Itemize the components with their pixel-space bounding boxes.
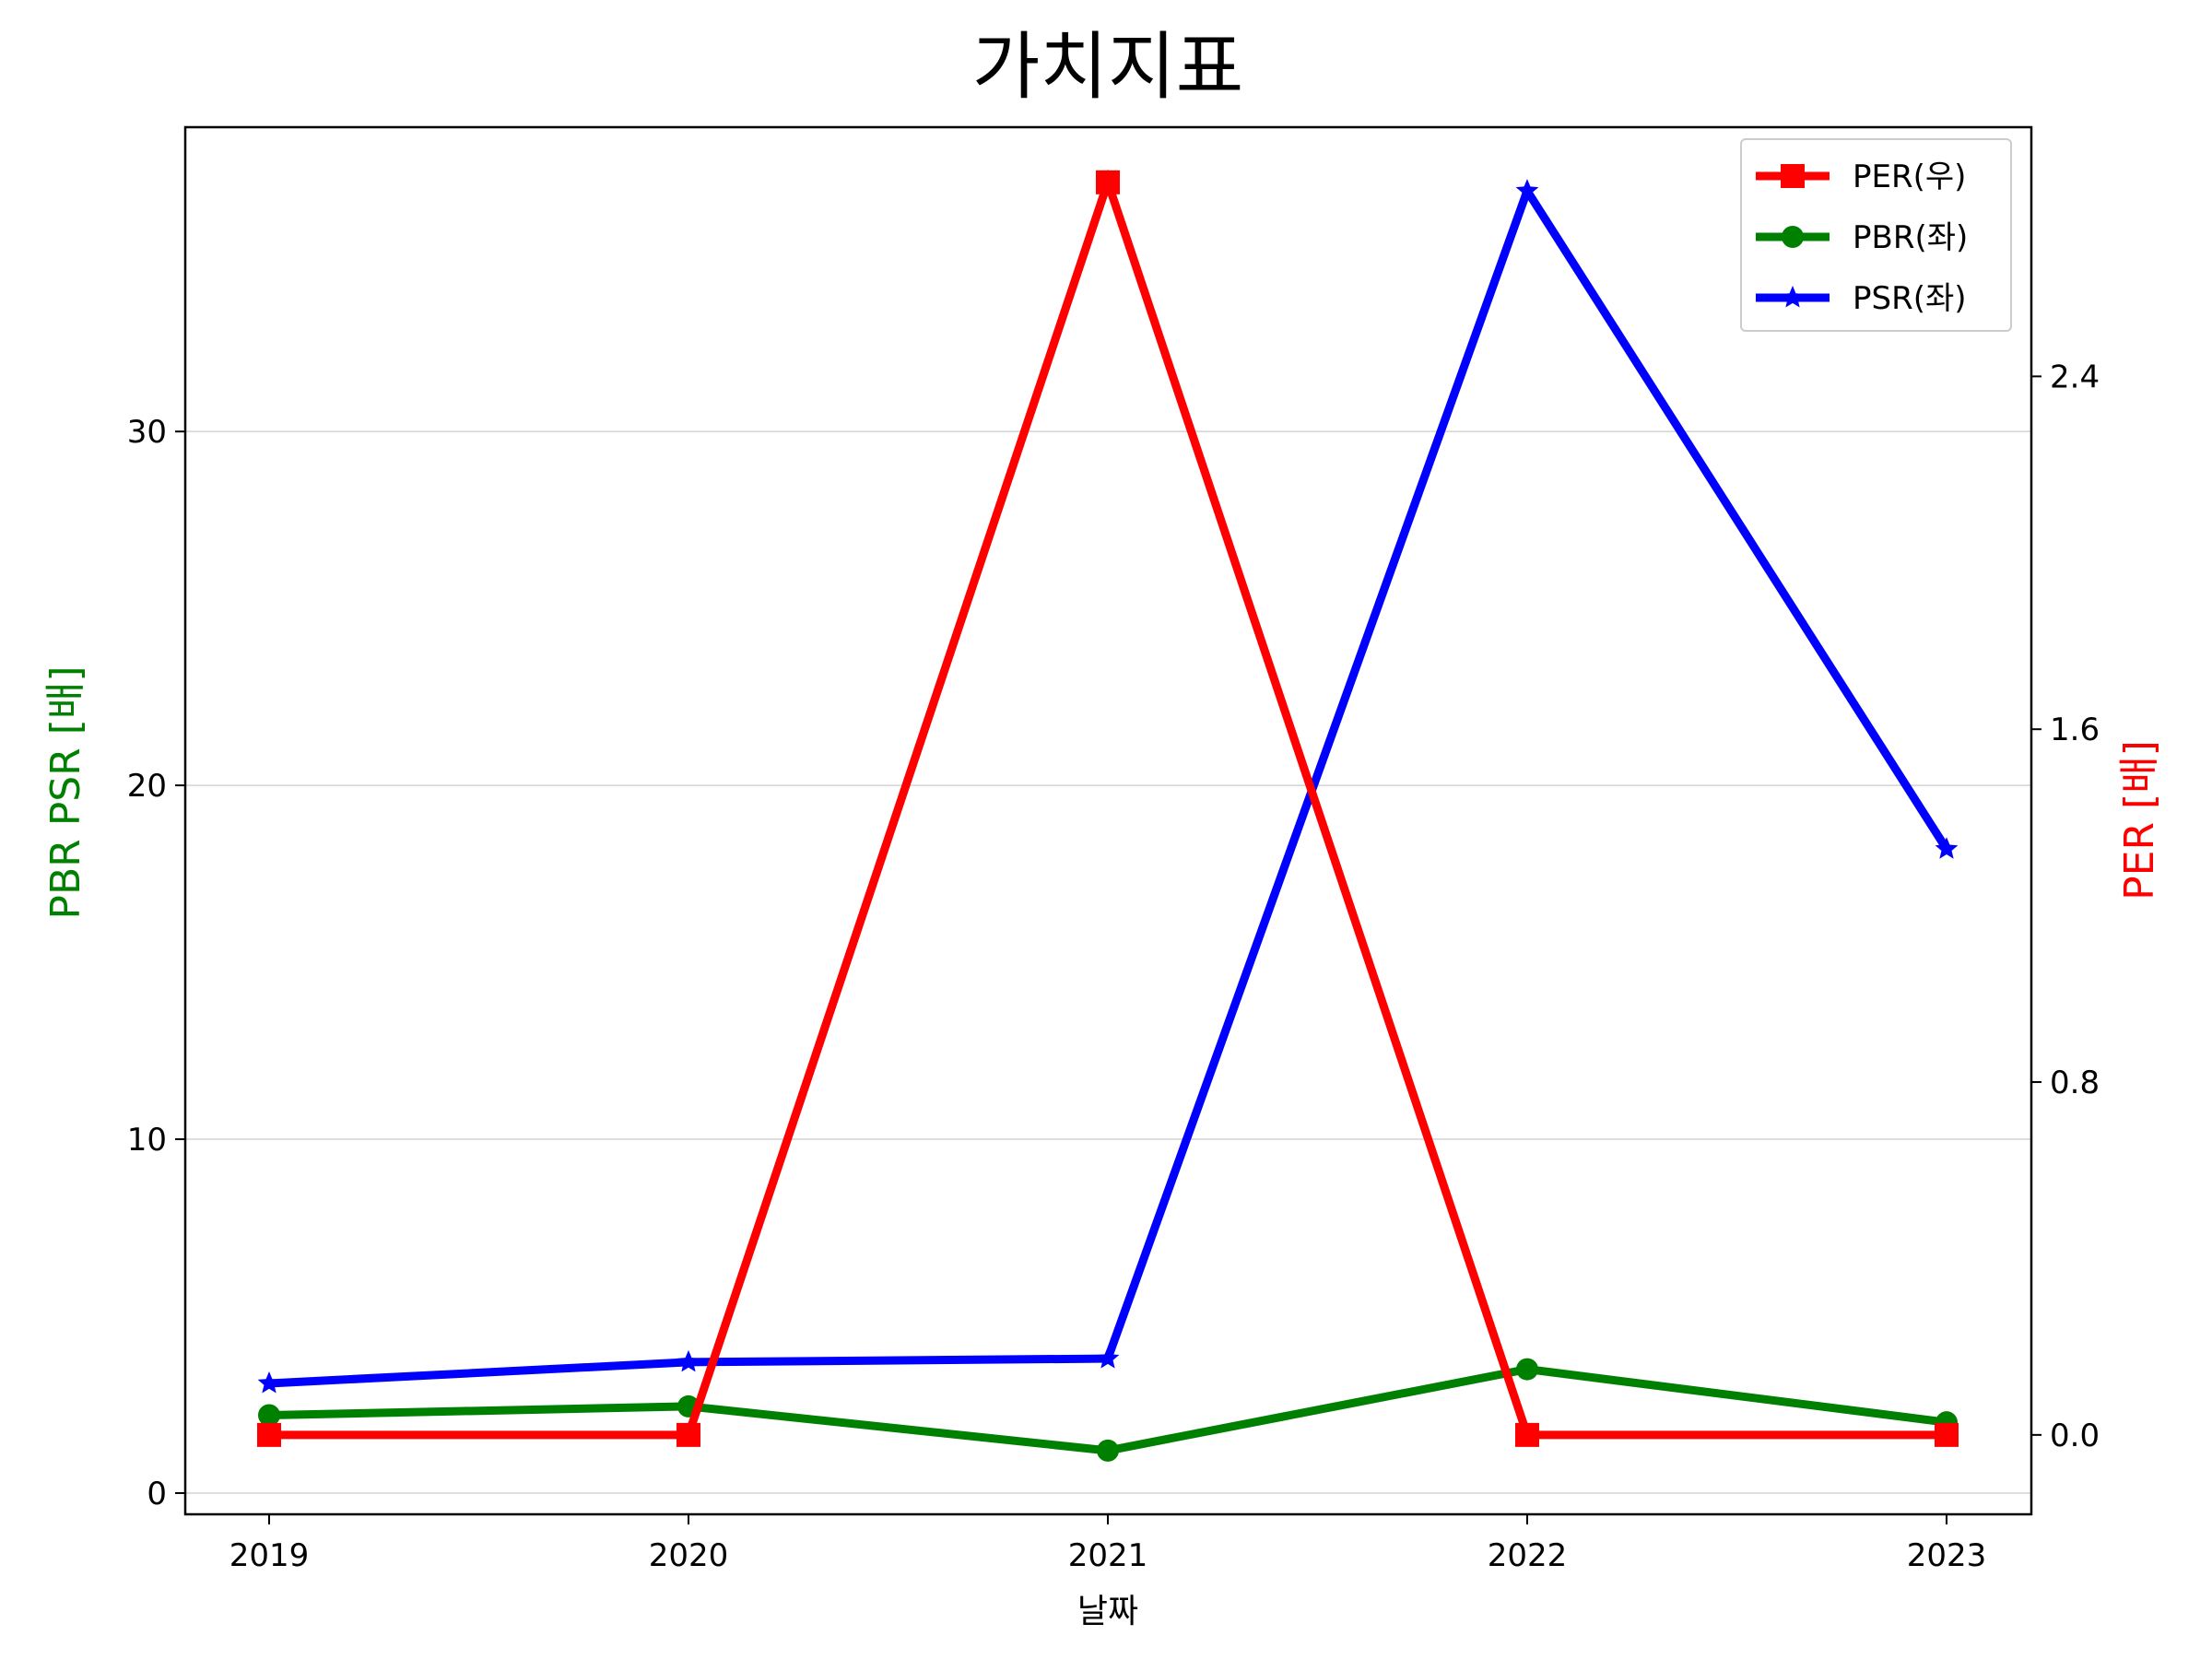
x-tick-label: 2023: [1907, 1537, 1987, 1574]
data-point-pbr: [1516, 1358, 1538, 1381]
series-layer: [257, 169, 1959, 1462]
data-point-per: [1515, 1422, 1539, 1447]
right-y-axis-label: PER [배]: [2116, 740, 2163, 900]
right-y-axis: 0.0 0.8 1.6 2.4: [2031, 359, 2100, 1454]
data-point-psr: [1515, 179, 1539, 201]
right-tick-label: 2.4: [2050, 359, 2100, 395]
data-point-per: [1935, 1422, 1959, 1447]
data-point-pbr: [258, 1404, 280, 1427]
data-point-psr: [677, 1349, 700, 1372]
x-axis: 2019 2020 2021 2022 2023: [229, 1514, 1987, 1574]
legend-entry-per: PER(우): [1756, 159, 1966, 195]
right-tick-label: 0.8: [2050, 1065, 2100, 1101]
series-psr: [257, 179, 1959, 1394]
legend-swatch-marker: [1781, 164, 1805, 188]
data-point-psr: [1096, 1347, 1120, 1369]
legend-swatch-marker: [1782, 226, 1804, 248]
data-point-pbr: [1097, 1439, 1119, 1462]
legend-label: PSR(좌): [1853, 280, 1967, 317]
legend-entry-pbr: PBR(좌): [1756, 219, 1968, 256]
data-point-per: [1096, 170, 1120, 194]
legend-entry-psr: PSR(좌): [1756, 280, 1967, 317]
series-line-per: [269, 169, 1947, 1440]
left-y-axis: 0 10 20 30: [127, 414, 185, 1512]
data-point-per: [257, 1422, 281, 1447]
x-tick-label: 2020: [649, 1537, 729, 1574]
chart-title: 가치지표: [972, 24, 1243, 110]
left-y-axis-label: PBR PSR [배]: [42, 665, 89, 919]
grid-lines: [185, 430, 2031, 1494]
x-tick-label: 2019: [229, 1537, 310, 1574]
data-point-psr: [1935, 837, 1959, 859]
right-tick-label: 1.6: [2050, 712, 2100, 748]
data-point-per: [677, 1422, 700, 1447]
legend-label: PER(우): [1853, 159, 1966, 195]
left-tick-label: 20: [127, 768, 167, 805]
series-per: [257, 169, 1959, 1447]
left-tick-label: 0: [147, 1476, 167, 1512]
data-point-psr: [257, 1371, 281, 1394]
left-tick-label: 30: [127, 414, 167, 451]
legend-box: [1740, 138, 2012, 332]
left-tick-label: 10: [127, 1122, 167, 1159]
x-tick-label: 2022: [1488, 1537, 1568, 1574]
x-axis-label: 날짜: [1077, 1593, 1138, 1630]
legend-label: PBR(좌): [1853, 219, 1968, 256]
x-tick-label: 2021: [1068, 1537, 1148, 1574]
plot-area-frame: [183, 125, 2033, 1516]
right-tick-label: 0.0: [2050, 1418, 2100, 1454]
legend-swatch-marker: [1781, 286, 1805, 308]
legend: PER(우) PBR(좌) PSR(좌): [1740, 138, 2012, 332]
series-line-psr: [268, 181, 1950, 1388]
